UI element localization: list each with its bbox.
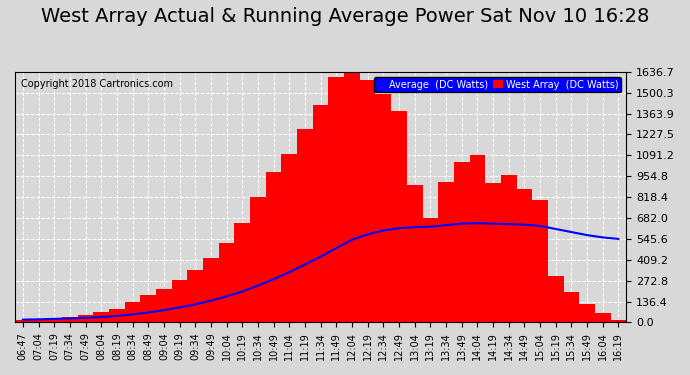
Bar [485,183,501,322]
Bar [250,197,266,322]
Bar [517,189,532,322]
Bar [62,317,78,322]
Bar [359,80,375,322]
Bar [30,319,46,322]
Bar [375,94,391,322]
Bar [297,129,313,322]
Bar [46,318,62,322]
Text: Copyright 2018 Cartronics.com: Copyright 2018 Cartronics.com [21,79,173,89]
Bar [595,313,611,322]
Bar [407,184,422,322]
Bar [391,111,407,322]
Bar [109,309,125,322]
Bar [266,172,282,322]
Bar [422,218,438,322]
Text: West Array Actual & Running Average Power Sat Nov 10 16:28: West Array Actual & Running Average Powe… [41,8,649,27]
Bar [344,72,359,322]
Bar [93,312,109,322]
Bar [532,200,548,322]
Bar [282,154,297,322]
Bar [15,320,30,322]
Bar [125,303,140,322]
Bar [580,304,595,322]
Bar [140,295,156,322]
Bar [203,258,219,322]
Bar [501,176,517,322]
Bar [313,105,328,322]
Bar [469,156,485,322]
Bar [564,292,580,322]
Bar [454,162,469,322]
Bar [438,182,454,322]
Bar [156,289,172,322]
Bar [78,315,93,322]
Bar [611,320,627,322]
Bar [328,77,344,322]
Bar [548,276,564,322]
Bar [172,279,188,322]
Bar [235,223,250,322]
Bar [219,243,235,322]
Bar [188,270,203,322]
Legend: Average  (DC Watts), West Array  (DC Watts): Average (DC Watts), West Array (DC Watts… [374,76,622,93]
